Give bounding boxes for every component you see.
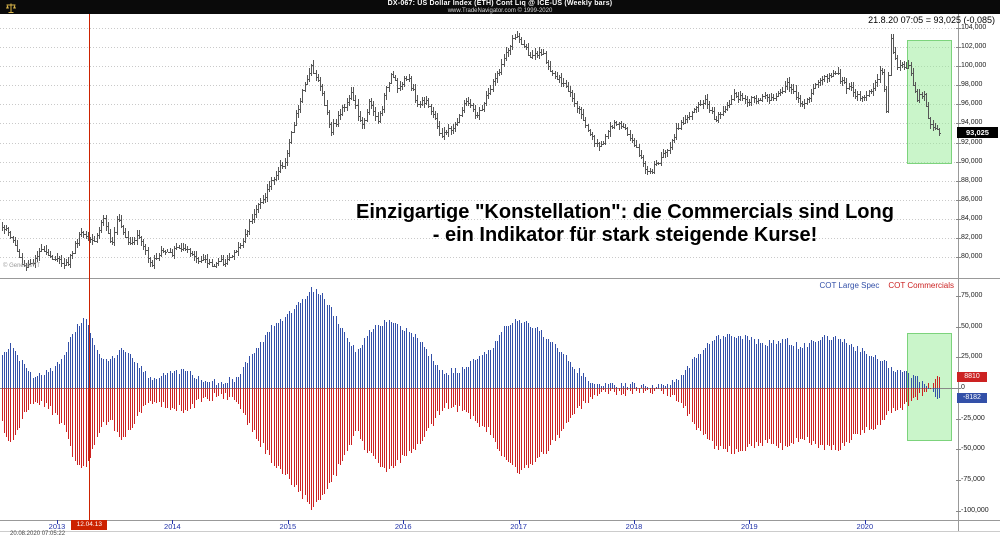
cot-legend: COT Large Spec COT Commercials [819, 281, 954, 290]
annotation-text: Einzigartige "Konstellation": die Commer… [330, 201, 920, 247]
price-axis-label: 82,000 [961, 233, 983, 241]
price-axis-label: 92,000 [961, 138, 983, 146]
legend-large-spec[interactable]: COT Large Spec [819, 281, 880, 290]
price-axis-label: 102,000 [961, 43, 987, 51]
cot-axis-label: 50,000 [961, 322, 983, 330]
cot-axis-label: 75,000 [961, 292, 983, 299]
legend-commercials[interactable]: COT Commercials [888, 281, 954, 290]
price-axis-label: 104,000 [961, 24, 987, 31]
price-axis-label: 80,000 [961, 253, 983, 260]
year-label-2019: 2019 [741, 522, 758, 531]
year-label-2017: 2017 [510, 522, 527, 531]
year-label-2015: 2015 [279, 522, 297, 531]
chart-header-bar: DX-067: US Dollar Index (ETH) Cont Liq @… [0, 0, 1000, 14]
price-axis-label: 84,000 [961, 214, 983, 222]
cot-axis-label: 25,000 [961, 353, 983, 361]
cot-commercials-badge: 8810 [957, 372, 987, 383]
year-label-2016: 2016 [394, 522, 412, 531]
annotation-line2: - ein Indikator für stark steigende Kurs… [432, 224, 818, 246]
price-axis-label: 90,000 [961, 157, 983, 165]
cot-axis-label: 0 [961, 384, 965, 391]
price-axis-label: 94,000 [961, 119, 983, 127]
cot-axis-label: -50,000 [961, 445, 985, 453]
scales-icon [5, 1, 17, 13]
annotation-line1: Einzigartige "Konstellation": die Commer… [356, 201, 894, 223]
price-axis-label: 86,000 [961, 195, 983, 203]
cot-axis-label: -75,000 [961, 476, 985, 483]
price-axis-label: 98,000 [961, 81, 983, 89]
footer-timestamp: 20.08.2020 07:05:22 [10, 531, 66, 537]
price-last-badge: 93,025 [957, 127, 998, 139]
price-axis-label: 100,000 [961, 62, 987, 70]
price-axis-label: 96,000 [961, 100, 983, 108]
price-axis-label: 88,000 [961, 176, 983, 184]
year-label-2020: 2020 [856, 522, 874, 531]
year-label-2018: 2018 [625, 522, 643, 531]
chart-title: DX-067: US Dollar Index (ETH) Cont Liq @… [387, 0, 613, 7]
cot-axis-label: -25,000 [961, 414, 985, 422]
last-quote-readout: 21.8.20 07:05 = 93,025 (-0,085) [868, 15, 995, 25]
year-label-2013: 2013 [48, 522, 66, 531]
genesis-watermark: © Genesis/FT [3, 263, 41, 269]
date-marker-badge: 12.04.13 [71, 520, 108, 530]
year-label-2014: 2014 [164, 522, 181, 531]
header-website: www.TradeNavigator.com © 1999-2020 [447, 8, 553, 14]
cot-large-spec-badge: -8182 [957, 393, 987, 404]
cot-axis-label: -100,000 [961, 506, 989, 514]
